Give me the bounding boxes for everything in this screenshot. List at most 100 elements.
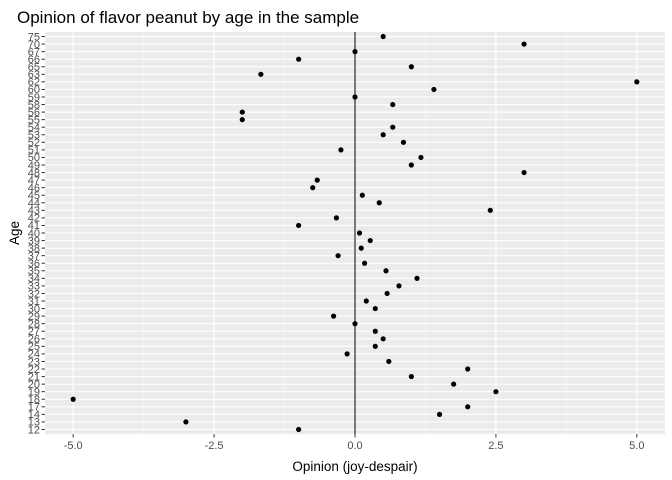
x-tick-label: -5.0 <box>64 440 83 452</box>
y-tick-label: 17 <box>28 402 40 414</box>
y-tick-label: 55 <box>28 114 40 126</box>
y-tick-label: 29 <box>28 311 40 323</box>
y-tick-label: 14 <box>28 409 40 421</box>
data-point <box>183 419 189 425</box>
y-tick-label: 63 <box>28 69 40 81</box>
y-tick-label: 46 <box>28 182 40 194</box>
y-tick-label: 12 <box>28 424 40 436</box>
y-tick-label: 27 <box>28 326 40 338</box>
y-tick-label: 40 <box>28 228 40 240</box>
y-tick-label: 41 <box>28 220 40 232</box>
y-tick-label: 45 <box>28 190 40 202</box>
y-tick-label: 26 <box>28 334 40 346</box>
data-point <box>521 41 527 47</box>
data-point <box>396 283 402 289</box>
data-point <box>390 101 396 108</box>
data-point <box>239 109 245 115</box>
y-tick-label: 67 <box>28 46 40 58</box>
data-point <box>465 404 471 410</box>
data-point <box>333 215 339 221</box>
y-tick-label: 19 <box>28 386 40 398</box>
y-tick-label: 42 <box>28 213 40 225</box>
y-tick-label: 54 <box>28 122 40 134</box>
y-tick-label: 44 <box>28 198 40 210</box>
x-tick-label: 5.0 <box>629 440 644 452</box>
y-tick-label: 31 <box>28 296 40 308</box>
data-point <box>380 33 386 40</box>
data-point <box>380 336 386 342</box>
y-tick-label: 30 <box>28 303 40 315</box>
y-tick-label: 37 <box>28 250 40 262</box>
data-point <box>296 426 302 433</box>
y-tick-label: 28 <box>28 318 40 330</box>
data-point <box>296 222 302 229</box>
y-tick-label: 48 <box>28 167 40 179</box>
y-tick-label: 70 <box>28 39 40 51</box>
y-tick-label: 43 <box>28 205 40 217</box>
data-point <box>436 411 443 417</box>
data-point <box>383 268 389 274</box>
data-point <box>414 275 420 281</box>
data-point <box>363 298 369 304</box>
data-point <box>408 64 414 70</box>
y-tick-label: 35 <box>28 266 40 278</box>
data-point <box>418 154 424 161</box>
x-tick-label: 0.0 <box>347 440 362 452</box>
chart-title: Opinion of flavor peanut by age in the s… <box>17 8 359 27</box>
data-point <box>376 200 382 206</box>
y-tick-label: 38 <box>28 243 40 255</box>
data-point <box>372 305 378 312</box>
data-point <box>314 177 320 183</box>
y-tick-label: 51 <box>28 145 40 157</box>
x-axis-title: Opinion (joy-despair) <box>292 459 417 474</box>
data-point <box>372 343 378 349</box>
data-point <box>372 328 378 334</box>
data-point <box>400 139 407 145</box>
data-point <box>390 124 396 130</box>
y-tick-label: 20 <box>28 379 40 391</box>
data-points <box>70 33 640 433</box>
y-tick-label: 53 <box>28 130 40 142</box>
y-tick-label: 24 <box>28 349 40 361</box>
data-point <box>258 71 264 77</box>
data-point <box>359 192 365 198</box>
data-point <box>384 290 390 297</box>
y-tick-label: 59 <box>28 92 40 104</box>
data-point <box>493 389 499 395</box>
y-tick-label: 22 <box>28 364 40 376</box>
y-tick-label: 52 <box>28 137 40 149</box>
data-point <box>356 230 363 236</box>
data-point <box>70 396 76 402</box>
y-tick-label: 49 <box>28 160 40 172</box>
y-tick-label: 65 <box>28 62 40 74</box>
data-point <box>310 185 316 191</box>
y-tick-label: 33 <box>28 281 40 293</box>
data-point <box>344 351 350 357</box>
data-point <box>352 94 358 100</box>
x-axis-ticks: -5.0 -2.5 0.0 2.5 5.0 <box>64 434 644 452</box>
y-tick-label: 39 <box>28 235 40 247</box>
data-point <box>352 321 358 327</box>
y-tick-label: 56 <box>28 107 40 119</box>
data-point <box>352 49 358 55</box>
x-tick-label: 2.5 <box>488 440 503 452</box>
data-point <box>239 117 245 123</box>
y-tick-label: 75 <box>28 31 40 43</box>
y-axis-ticks: 1213141718192021222324252627282930313233… <box>28 31 45 436</box>
data-point <box>335 253 341 259</box>
data-point <box>386 358 392 365</box>
data-point <box>408 373 414 380</box>
x-tick-label: -2.5 <box>205 440 224 452</box>
data-point <box>358 245 364 251</box>
data-point <box>338 147 344 153</box>
y-tick-label: 47 <box>28 175 40 187</box>
data-point <box>431 86 437 93</box>
data-point <box>634 79 640 85</box>
data-point <box>380 132 386 138</box>
y-axis-title: Age <box>7 221 22 245</box>
y-tick-label: 58 <box>28 99 40 111</box>
y-tick-label: 50 <box>28 152 40 164</box>
y-tick-label: 66 <box>28 54 40 66</box>
y-tick-label: 60 <box>28 84 40 96</box>
